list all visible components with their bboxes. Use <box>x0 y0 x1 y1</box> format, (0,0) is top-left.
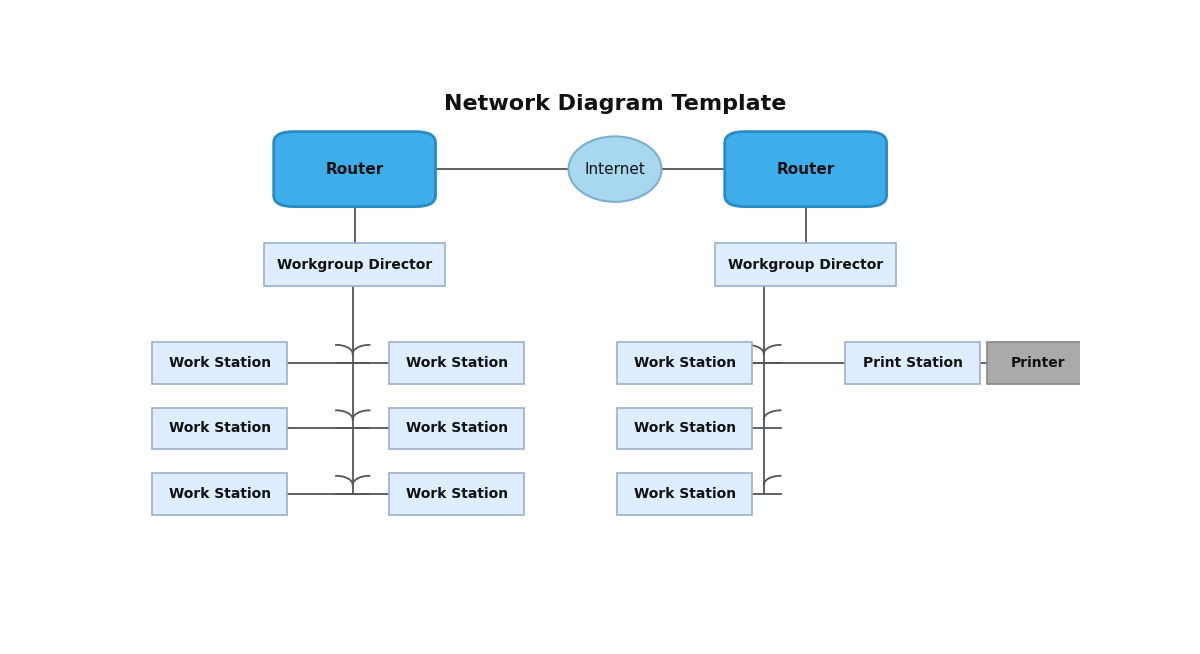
FancyBboxPatch shape <box>986 342 1090 384</box>
Text: Work Station: Work Station <box>406 356 508 370</box>
FancyBboxPatch shape <box>274 131 436 207</box>
FancyBboxPatch shape <box>152 473 287 515</box>
Text: Router: Router <box>325 162 384 177</box>
FancyBboxPatch shape <box>845 342 980 384</box>
Text: Internet: Internet <box>584 162 646 177</box>
FancyBboxPatch shape <box>725 131 887 207</box>
Text: Work Station: Work Station <box>169 356 271 370</box>
Text: Workgroup Director: Workgroup Director <box>277 258 432 272</box>
Text: Network Diagram Template: Network Diagram Template <box>444 94 786 114</box>
Text: Work Station: Work Station <box>634 421 736 436</box>
Text: Work Station: Work Station <box>169 487 271 501</box>
FancyBboxPatch shape <box>617 473 752 515</box>
Text: Work Station: Work Station <box>406 421 508 436</box>
Text: Work Station: Work Station <box>634 487 736 501</box>
FancyBboxPatch shape <box>390 408 524 449</box>
Text: Print Station: Print Station <box>863 356 962 370</box>
FancyBboxPatch shape <box>390 473 524 515</box>
Text: Work Station: Work Station <box>406 487 508 501</box>
FancyBboxPatch shape <box>715 243 896 286</box>
Text: Workgroup Director: Workgroup Director <box>728 258 883 272</box>
FancyBboxPatch shape <box>152 342 287 384</box>
Text: Router: Router <box>776 162 835 177</box>
Text: Work Station: Work Station <box>169 421 271 436</box>
FancyBboxPatch shape <box>617 342 752 384</box>
Ellipse shape <box>569 137 661 202</box>
FancyBboxPatch shape <box>390 342 524 384</box>
Text: Work Station: Work Station <box>634 356 736 370</box>
FancyBboxPatch shape <box>264 243 445 286</box>
FancyBboxPatch shape <box>152 408 287 449</box>
FancyBboxPatch shape <box>617 408 752 449</box>
Text: Printer: Printer <box>1010 356 1066 370</box>
